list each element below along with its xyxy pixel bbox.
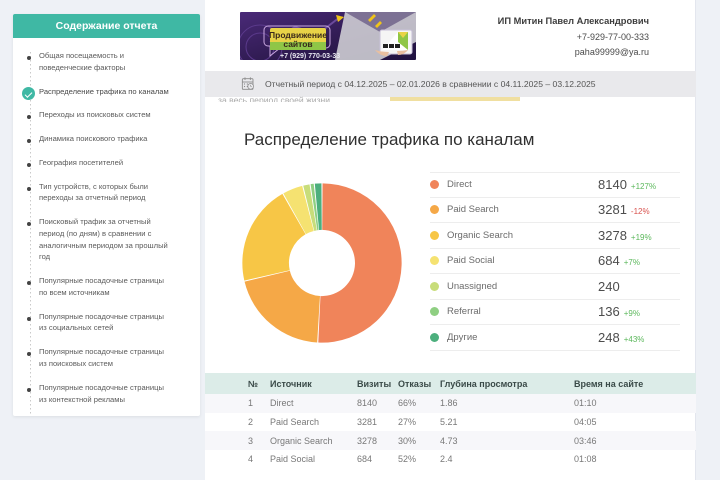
svg-text:сайтов: сайтов [283,39,312,49]
svg-text:+7 (929) 770-03-33: +7 (929) 770-03-33 [280,53,340,60]
